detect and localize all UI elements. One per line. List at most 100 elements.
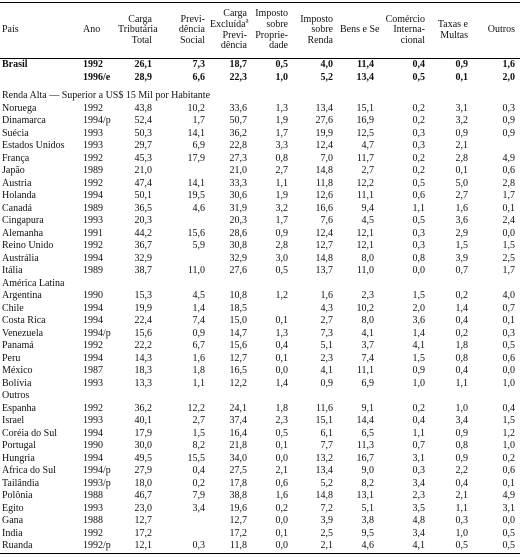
value-cell: 4,5 (361, 215, 375, 226)
value-cell: 1,5 (412, 352, 426, 364)
table-body: Brasil 1992 26,1 7,3 18,7 0,5 4,0 11,4 0,4 0,9 1,6… (0, 59, 520, 554)
value-cell: 37,4 (229, 415, 248, 426)
header-row: País Ano Carga Tributária Total Previ-dência S… (0, 2, 520, 59)
value-cell: 18,0 (134, 477, 153, 489)
value-cell: 22,2 (134, 340, 153, 351)
section-row: América Latina (0, 278, 520, 291)
value-cell: 7,4 (192, 315, 206, 326)
value-cell: 5,2 (320, 71, 334, 83)
value-cell: 11,4 (357, 59, 374, 70)
year-cell: 1992 (83, 102, 103, 114)
year-cell: 1989 (83, 265, 103, 276)
table-row: Áustria 1992 47,4 14,1 33,3 1,1 11,8 12,2 0,5 5,0… (0, 178, 520, 191)
country-cell: Dinamarca (2, 115, 46, 126)
value-cell: 13,4 (315, 102, 334, 114)
value-cell: 12,4 (315, 227, 334, 239)
value-cell: 11,8 (210, 540, 252, 554)
value-cell: 14,7 (229, 327, 248, 339)
value-cell: 36,7 (134, 240, 153, 251)
table-row: Itália 1989 38,7 11,0 27,6 0,5 13,7 11,0 0,0 0,7 1… (0, 265, 520, 278)
value-cell: 1,6 (320, 290, 334, 301)
value-cell: 29,7 (134, 140, 153, 151)
value-cell: 0,4 (455, 315, 469, 326)
value-cell: 5,0 (455, 177, 469, 189)
value-cell: 5,2 (320, 477, 334, 489)
value-cell: 3,0 (275, 252, 289, 264)
value-cell: 0,3 (412, 240, 426, 251)
country-cell: Venezuela (2, 327, 44, 339)
section-row: Outros (0, 390, 520, 403)
country-cell: Polônia (2, 490, 33, 501)
value-cell: 4,1 (380, 540, 428, 554)
value-cell: 0,9 (455, 427, 469, 439)
header-line: Previ- (222, 29, 247, 41)
header-line: cional (400, 34, 425, 46)
value-cell: 30,6 (229, 190, 248, 201)
year-cell: 1994/p (83, 465, 111, 476)
value-cell: 4,0 (320, 59, 334, 70)
value-cell: 1,7 (502, 190, 516, 201)
country-cell: França (2, 152, 30, 164)
value-cell: 0,2 (412, 115, 426, 126)
value-cell: 1,0 (455, 402, 469, 414)
value-cell: 2,8 (455, 152, 469, 164)
year-cell: 1990 (83, 440, 103, 451)
value-cell: 2,1 (455, 490, 469, 501)
value-cell: 0,2 (412, 152, 426, 164)
value-cell: 4,9 (502, 490, 516, 501)
value-cell: 0,5 (502, 527, 516, 539)
value-cell: 1,7 (502, 265, 516, 276)
header-line: Excluídaa (210, 16, 249, 31)
value-cell: 0,4 (455, 477, 469, 489)
value-cell: 14,8 (315, 490, 334, 501)
table-row: Canadá 1989 36,5 4,6 31,9 3,2 16,6 9,4 1,1 1,6 0,1 (0, 203, 520, 216)
value-cell: 0,1 (455, 165, 469, 176)
value-cell: 0,2 (192, 477, 206, 489)
value-cell: 1,4 (412, 327, 426, 339)
table-row: Bolívia 1993 13,3 1,1 12,2 1,4 0,9 6,9 1,0 1,1 1,0 (0, 378, 520, 391)
value-cell: 1,7 (275, 215, 289, 226)
value-cell: 0,9 (455, 452, 469, 464)
value-cell: 2,3 (412, 490, 426, 501)
year-cell: 1996/e (83, 71, 111, 83)
value-cell: 12,7 (134, 515, 153, 526)
value-cell: 0,4 (455, 365, 469, 376)
value-cell: 0,2 (275, 502, 289, 514)
country-cell: Coréia do Sul (2, 427, 57, 439)
value-cell: 18,7 (229, 59, 248, 70)
value-cell: 5,1 (320, 340, 334, 351)
value-cell: 7,0 (320, 152, 334, 164)
country-cell: México (2, 365, 33, 376)
value-cell: 1,1 (192, 377, 206, 389)
country-cell: Suécia (2, 127, 29, 139)
country-cell: Hungria (2, 452, 35, 464)
value-cell: 21,0 (229, 165, 248, 176)
value-cell: 46,7 (134, 490, 153, 501)
value-cell: 0,9 (502, 115, 516, 126)
value-cell: 47,4 (134, 177, 153, 189)
value-cell: 0,3 (412, 465, 426, 476)
value-cell: 18,5 (229, 302, 248, 314)
header-line: Outros (487, 24, 515, 36)
value-cell: 2,1 (455, 140, 469, 151)
value-cell: 22,8 (229, 140, 248, 151)
value-cell: 6,9 (192, 140, 206, 151)
value-cell: 4,5 (192, 290, 206, 301)
table-row: Japão 1989 21,0 21,0 2,7 14,8 2,7 0,2 0,1 0,6 (0, 165, 520, 178)
year-cell: 1994 (83, 252, 103, 264)
value-cell: 40,1 (134, 415, 153, 426)
value-cell: 22,3 (229, 71, 248, 83)
value-cell: 0,1 (455, 71, 469, 83)
value-cell: 0,8 (455, 440, 469, 451)
header-line: Imposto (255, 8, 288, 20)
value-cell: 0,9 (275, 227, 289, 239)
value-cell: 12,1 (356, 240, 375, 251)
value-cell: 1,6 (275, 490, 289, 501)
value-cell: 13,2 (315, 452, 334, 464)
value-cell: 15,6 (134, 327, 153, 339)
year-cell: 1988 (83, 490, 103, 501)
footnote-mark: a (245, 16, 249, 25)
table-row: Reino Unido 1992 36,7 5,9 30,8 2,8 12,7 12,1 0,3… (0, 240, 520, 253)
value-cell: 3,4 (412, 527, 426, 539)
value-cell: 0,4 (502, 402, 516, 414)
